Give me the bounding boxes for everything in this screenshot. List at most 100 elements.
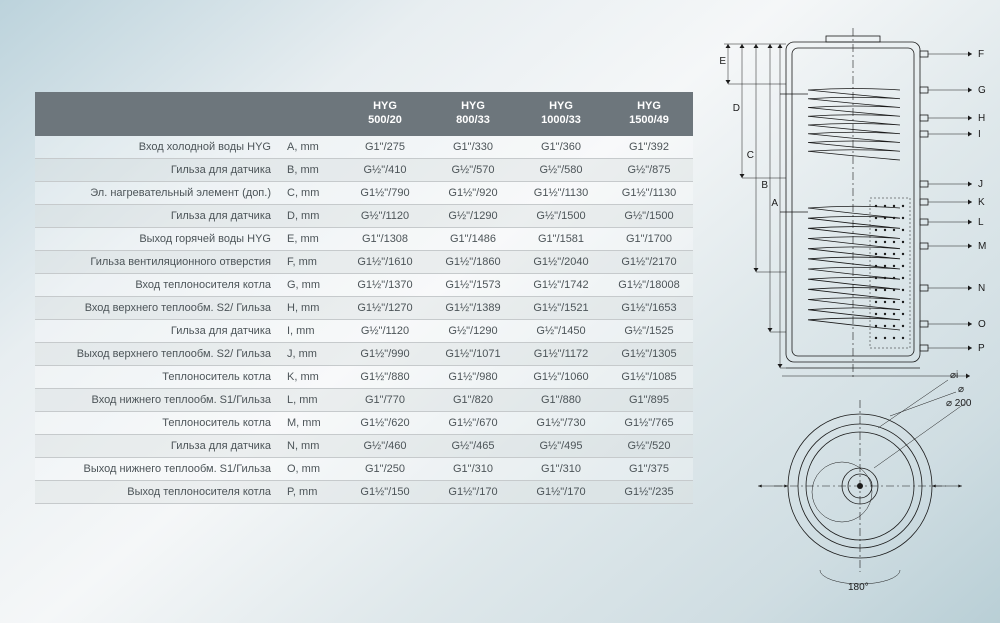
row-label: Теплоноситель котла [35, 365, 285, 388]
svg-text:⌀: ⌀ [958, 384, 964, 395]
spec-table-body: Вход холодной воды HYGA, mmG1"/275G1"/33… [35, 136, 693, 504]
row-value: G1½"/920 [429, 181, 517, 204]
row-code: K, mm [285, 365, 341, 388]
svg-text:⌀ 200: ⌀ 200 [946, 398, 972, 409]
row-label: Гильза для датчика [35, 434, 285, 457]
row-label: Эл. нагревательный элемент (доп.) [35, 181, 285, 204]
row-code: O, mm [285, 457, 341, 480]
col-h2-l2: 1000/33 [541, 114, 581, 126]
row-label: Вход холодной воды HYG [35, 136, 285, 159]
row-value: G1½"/790 [341, 181, 429, 204]
col-h1-l2: 800/33 [456, 114, 490, 126]
svg-text:D: D [733, 103, 740, 114]
row-value: G1½"/1305 [605, 342, 693, 365]
row-label: Гильза для датчика [35, 319, 285, 342]
table-row: Выход нижнего теплообм. S1/ГильзаO, mm G1… [35, 457, 693, 480]
row-label: Выход нижнего теплообм. S1/Гильза [35, 457, 285, 480]
row-value: G1"/310 [517, 457, 605, 480]
svg-text:I: I [978, 129, 981, 140]
svg-text:P: P [978, 343, 985, 354]
table-row: Гильза для датчикаN, mmG½"/460G½"/465G½"… [35, 434, 693, 457]
row-value: G½"/1120 [341, 204, 429, 227]
table-row: Вход холодной воды HYGA, mmG1"/275G1"/33… [35, 136, 693, 159]
col-blank-label [35, 92, 285, 136]
row-value: G1½"/2040 [517, 250, 605, 273]
table-row: Гильза для датчикаD, mmG½"/1120G½"/1290G… [35, 204, 693, 227]
col-h0-l2: 500/20 [368, 114, 402, 126]
table-row: Теплоноситель котлаK, mmG1½"/880G1½"/980… [35, 365, 693, 388]
row-label: Вход верхнего теплообм. S2/ Гильза [35, 296, 285, 319]
row-value: G1"/770 [341, 388, 429, 411]
svg-text:N: N [978, 283, 985, 294]
row-label: Гильза для датчика [35, 204, 285, 227]
col-h1: HYG800/33 [429, 92, 517, 136]
row-value: G½"/410 [341, 158, 429, 181]
row-value: G½"/1500 [517, 204, 605, 227]
svg-text:C: C [747, 150, 754, 161]
svg-text:180°: 180° [848, 582, 869, 593]
table-row: Выход теплоносителя котлаP, mmG1½"/150G1… [35, 480, 693, 503]
row-value: G½"/1500 [605, 204, 693, 227]
row-value: G1½"/765 [605, 411, 693, 434]
row-value: G1½"/1130 [605, 181, 693, 204]
col-h0: HYG 500/20 [341, 92, 429, 136]
row-value: G½"/580 [517, 158, 605, 181]
row-label: Гильза вентиляционного отверстия [35, 250, 285, 273]
row-value: G1½"/730 [517, 411, 605, 434]
row-value: G1½"/1653 [605, 296, 693, 319]
row-value: G1½"/1270 [341, 296, 429, 319]
row-label: Выход верхнего теплообм. S2/ Гильза [35, 342, 285, 365]
svg-text:J: J [978, 179, 983, 190]
row-label: Вход теплоносителя котла [35, 273, 285, 296]
svg-text:G: G [978, 85, 986, 96]
row-value: G1½"/880 [341, 365, 429, 388]
row-code: N, mm [285, 434, 341, 457]
row-value: G½"/1120 [341, 319, 429, 342]
table-row: Гильза для датчикаB, mmG½"/410G½"/570G½"… [35, 158, 693, 181]
row-value: G1½"/150 [341, 480, 429, 503]
table-row: Вход теплоносителя котлаG, mmG1½"/1370G1… [35, 273, 693, 296]
drawing-svg: FGHIJKLMNOPEDCBA⌀i⌀⌀ 200180° [720, 30, 990, 610]
row-value: G½"/465 [429, 434, 517, 457]
svg-text:K: K [978, 197, 985, 208]
table-row: Выход верхнего теплообм. S2/ ГильзаJ, mm… [35, 342, 693, 365]
spec-table: HYG 500/20 HYG800/33 HYG 1000/33 HYG 1500/4… [35, 92, 693, 504]
row-value: G1½"/1172 [517, 342, 605, 365]
table-row: Выход горячей воды HYGE, mmG1"/1308G1"/1… [35, 227, 693, 250]
row-value: G1"/895 [605, 388, 693, 411]
row-value: G½"/570 [429, 158, 517, 181]
col-blank-code [285, 92, 341, 136]
row-code: L, mm [285, 388, 341, 411]
row-value: G½"/1290 [429, 319, 517, 342]
col-h2-l1: HYG [549, 100, 573, 112]
table-row: Вход нижнего теплообм. S1/ГильзаL, mmG1"… [35, 388, 693, 411]
row-value: G1"/275 [341, 136, 429, 159]
row-value: G½"/495 [517, 434, 605, 457]
table-row: Вход верхнего теплообм. S2/ ГильзаH, mmG… [35, 296, 693, 319]
row-label: Гильза для датчика [35, 158, 285, 181]
col-h0-l1: HYG [373, 100, 397, 112]
svg-text:O: O [978, 319, 986, 330]
row-value: G1½"/170 [517, 480, 605, 503]
row-value: G1½"/1860 [429, 250, 517, 273]
row-value: G1½"/990 [341, 342, 429, 365]
row-code: E, mm [285, 227, 341, 250]
row-value: G1½"/670 [429, 411, 517, 434]
row-value: G1½"/1370 [341, 273, 429, 296]
row-label: Выход горячей воды HYG [35, 227, 285, 250]
col-h3-l2: 1500/49 [629, 114, 669, 126]
svg-text:B: B [761, 180, 768, 191]
svg-text:E: E [719, 56, 726, 67]
row-code: M, mm [285, 411, 341, 434]
row-value: G½"/1525 [605, 319, 693, 342]
row-value: G1½"/2170 [605, 250, 693, 273]
row-value: G1½"/1071 [429, 342, 517, 365]
row-value: G1"/330 [429, 136, 517, 159]
row-value: G½"/875 [605, 158, 693, 181]
row-label: Вход нижнего теплообм. S1/Гильза [35, 388, 285, 411]
row-value: G1"/1700 [605, 227, 693, 250]
svg-text:L: L [978, 217, 984, 228]
row-code: G, mm [285, 273, 341, 296]
svg-text:A: A [771, 198, 778, 209]
row-value: G1½"/980 [429, 365, 517, 388]
